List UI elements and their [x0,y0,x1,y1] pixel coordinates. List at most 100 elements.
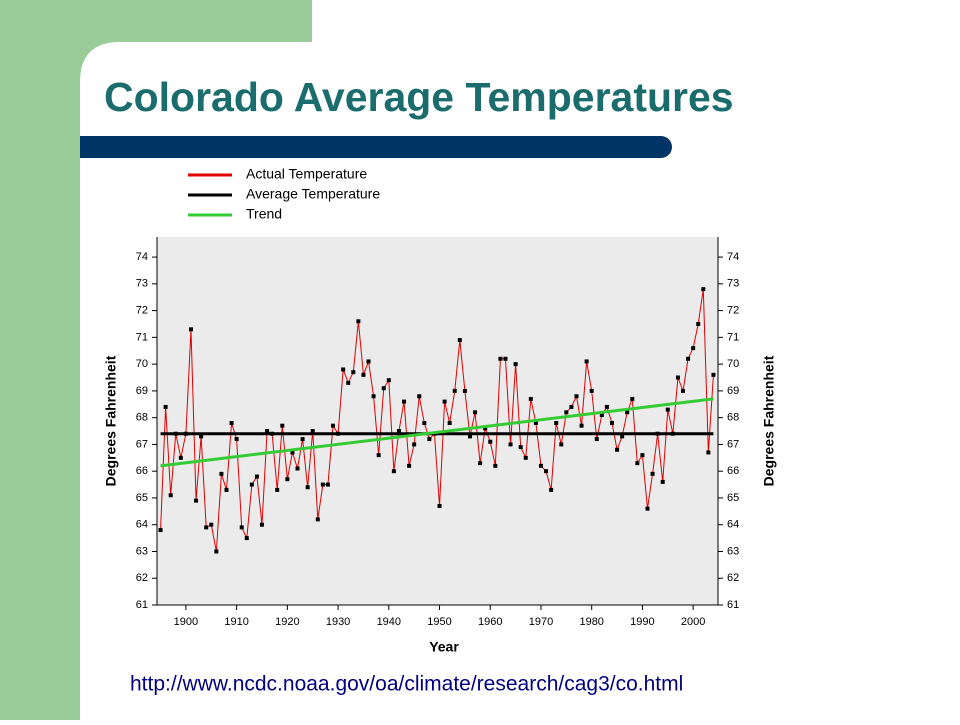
data-point [645,506,650,511]
data-point [457,338,462,343]
data-point [188,327,193,332]
data-point [665,407,670,412]
data-point [295,466,300,471]
data-point [351,370,356,375]
source-url: http://www.ncdc.noaa.gov/oa/climate/rese… [130,673,683,696]
data-point [346,380,351,385]
data-point [310,429,315,434]
data-point [594,437,599,442]
y-tick-label: 73 [136,278,148,290]
data-point [691,346,696,351]
data-point [386,378,391,383]
data-point [305,485,310,490]
y-tick-label: 68 [136,412,148,424]
plot-area [157,237,718,605]
data-point [325,482,330,487]
data-point [625,410,630,415]
x-tick-label: 1970 [529,616,553,628]
data-point [523,455,528,460]
y-tick-label: 70 [136,358,148,370]
data-point [422,421,427,426]
x-tick-label: 1920 [275,616,299,628]
y-tick-label: 61 [136,599,148,611]
data-point [483,426,488,431]
data-point [412,442,417,447]
y-tick-label: 62 [136,572,148,584]
y-tick-label: 71 [136,331,148,343]
data-point [559,442,564,447]
data-point [229,421,234,426]
y2-tick-label: 65 [727,492,739,504]
data-point [437,503,442,508]
data-point [275,487,280,492]
y2-tick-label: 71 [727,331,739,343]
legend-label: Trend [246,206,282,222]
data-point [234,437,239,442]
y2-axis-label: Degrees Fahrenheit [761,355,777,486]
y-tick-label: 65 [136,492,148,504]
side-band [0,0,80,720]
data-point [635,461,640,466]
data-point [706,450,711,455]
data-point [320,482,325,487]
series-line [160,397,714,468]
title-bar [80,136,672,158]
data-point [554,421,559,426]
y-tick-label: 72 [136,305,148,317]
data-point [650,471,655,476]
data-point [209,522,214,527]
data-point [538,463,543,468]
data-point [402,399,407,404]
y2-tick-label: 67 [727,438,739,450]
top-band [0,0,312,42]
data-point [249,482,254,487]
x-tick-label: 1960 [478,616,502,628]
data-point [544,469,549,474]
data-point [447,421,452,426]
slide-title: Colorado Average Temperatures [104,74,734,120]
data-point [178,455,183,460]
data-point [599,412,604,417]
y-tick-label: 67 [136,438,148,450]
data-point [366,359,371,364]
y2-tick-label: 66 [727,465,739,477]
data-point [473,410,478,415]
x-tick-label: 1980 [579,616,603,628]
corner-curve [80,42,120,82]
data-point [493,463,498,468]
data-point [244,536,249,541]
data-point [254,474,259,479]
data-point [376,453,381,458]
data-point [158,528,163,533]
data-point [533,421,538,426]
data-point [168,493,173,498]
data-point [711,372,716,377]
legend-label: Actual Temperature [246,166,367,182]
x-tick-label: 1940 [377,616,401,628]
data-point [280,423,285,428]
y2-tick-label: 74 [727,251,739,263]
y2-tick-label: 68 [727,412,739,424]
data-point [199,434,204,439]
data-point [503,356,508,361]
y2-tick-label: 63 [727,545,739,557]
data-point [300,437,305,442]
data-point [224,487,229,492]
data-point [285,477,290,482]
data-point [620,434,625,439]
data-point [574,394,579,399]
data-point [609,421,614,426]
data-point [371,394,376,399]
y-tick-label: 74 [136,251,148,263]
y2-tick-label: 72 [727,305,739,317]
data-point [381,386,386,391]
data-point [701,287,706,292]
data-point [341,367,346,372]
data-point [604,404,609,409]
data-point [696,321,701,326]
data-point [584,359,589,364]
x-tick-label: 1950 [427,616,451,628]
data-point [356,319,361,324]
data-point [640,453,645,458]
x-tick-label: 1900 [174,616,198,628]
